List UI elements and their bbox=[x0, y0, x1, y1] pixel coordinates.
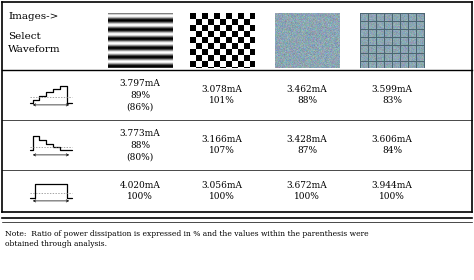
Text: 3.056mA
100%: 3.056mA 100% bbox=[201, 181, 243, 201]
Text: 3.166mA
107%: 3.166mA 107% bbox=[201, 135, 242, 155]
Text: Images->: Images-> bbox=[8, 12, 58, 21]
Text: 3.599mA
83%: 3.599mA 83% bbox=[372, 85, 412, 105]
Text: 3.797mA
89%
(86%): 3.797mA 89% (86%) bbox=[119, 79, 160, 111]
Text: 3.672mA
100%: 3.672mA 100% bbox=[287, 181, 328, 201]
Text: 3.944mA
100%: 3.944mA 100% bbox=[372, 181, 412, 201]
Text: 3.462mA
88%: 3.462mA 88% bbox=[287, 85, 328, 105]
Text: 3.078mA
101%: 3.078mA 101% bbox=[201, 85, 242, 105]
Text: 3.428mA
87%: 3.428mA 87% bbox=[287, 135, 328, 155]
Text: 3.606mA
84%: 3.606mA 84% bbox=[372, 135, 412, 155]
Text: 4.020mA
100%: 4.020mA 100% bbox=[119, 181, 160, 201]
Text: 3.773mA
88%
(80%): 3.773mA 88% (80%) bbox=[119, 129, 160, 161]
Text: Select
Waveform: Select Waveform bbox=[8, 32, 61, 53]
Text: Note:  Ratio of power dissipation is expressed in % and the values within the pa: Note: Ratio of power dissipation is expr… bbox=[5, 230, 369, 248]
